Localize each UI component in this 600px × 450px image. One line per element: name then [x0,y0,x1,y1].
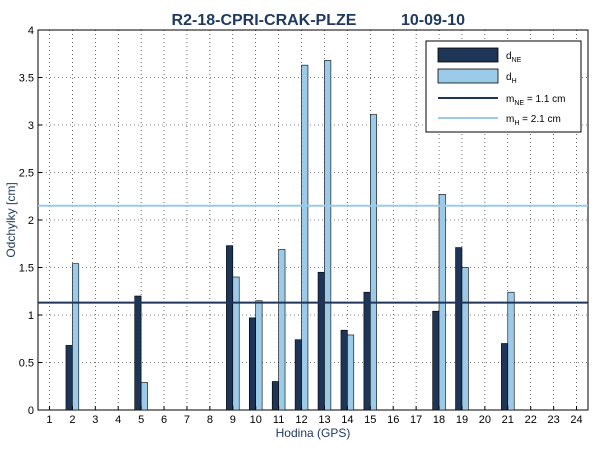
x-tick-label: 15 [364,414,376,426]
bar-ne [501,343,509,411]
x-tick-label: 8 [207,414,213,426]
x-tick-label: 14 [341,414,353,426]
y-axis-label: Odchylky [cm] [4,182,18,257]
x-tick-label: 5 [138,414,144,426]
x-tick-label: 19 [456,414,468,426]
reference-lines [38,204,588,304]
x-tick-label: 4 [115,414,121,426]
bar-ne [340,329,348,411]
y-tick-label: 0.5 [19,358,34,370]
x-tick-label: 6 [161,414,167,426]
bar-h [255,300,263,411]
x-tick-label: 10 [250,414,262,426]
bar-h [72,263,80,411]
chart-title: R2-18-CPRI-CRAK-PLZE [172,12,357,29]
x-tick-label: 17 [410,414,422,426]
bar-ne [134,295,142,411]
chart-date: 10-09-10 [401,12,465,29]
x-axis-label: Hodina (GPS) [276,426,351,440]
x-tick-label: 3 [92,414,98,426]
x-tick-label: 11 [273,414,284,426]
bar-h [507,291,515,411]
bar-ne [65,345,73,411]
y-tick-label: 2 [28,215,34,227]
y-axis-ticks: 0 0.5 1 1.5 2 2.5 3 3.5 4 [19,25,42,417]
legend: dNE dH mNE = 1.1 cm mH = 2.1 cm [425,40,582,133]
bar-ne [432,310,440,411]
x-tick-label: 21 [502,414,514,426]
y-tick-label: 3.5 [19,73,34,85]
legend-swatch-h [437,68,499,84]
x-tick-label: 7 [184,414,190,426]
bar-ne [317,271,325,411]
bar-h [232,276,240,411]
x-axis-ticks: 1 2 3 4 5 6 7 8 9 10 11 12 13 14 15 16 17 18 19 20 21 22 23 24 [46,406,583,426]
x-tick-label: 23 [548,414,560,426]
bar-h [140,382,148,411]
bar-ne [294,339,302,411]
y-tick-label: 2.5 [19,168,34,180]
legend-label-ne: dNE [506,51,522,64]
bar-ne [363,291,371,411]
bar-h [301,64,309,411]
legend-swatch-ne [437,47,499,63]
legend-label-mh: mH = 2.1 cm [506,114,561,127]
x-tick-label: 1 [46,414,52,426]
x-tick-label: 24 [570,414,582,426]
x-tick-label: 20 [479,414,491,426]
y-tick-label: 3 [28,120,34,132]
x-tick-label: 18 [433,414,445,426]
x-tick-label: 2 [69,414,75,426]
bar-ne [248,317,257,411]
legend-label-h: dH [506,72,517,85]
bar-ne [271,381,279,411]
y-tick-label: 0 [28,405,34,417]
bar-h [461,267,469,411]
bar-h [347,334,355,411]
y-tick-label: 1.5 [19,263,34,275]
x-tick-label: 13 [318,414,330,426]
x-tick-label: 12 [295,414,307,426]
bar-ne [455,247,463,411]
bar-ne [226,245,234,411]
bar-h [324,60,332,411]
x-tick-label: 16 [387,414,399,426]
y-tick-label: 4 [28,25,34,37]
bar-h [369,114,378,411]
legend-label-mne: mNE = 1.1 cm [506,94,565,107]
bar-h [278,249,286,411]
x-tick-label: 9 [230,414,236,426]
y-tick-label: 1 [28,310,34,322]
x-tick-label: 22 [525,414,537,426]
